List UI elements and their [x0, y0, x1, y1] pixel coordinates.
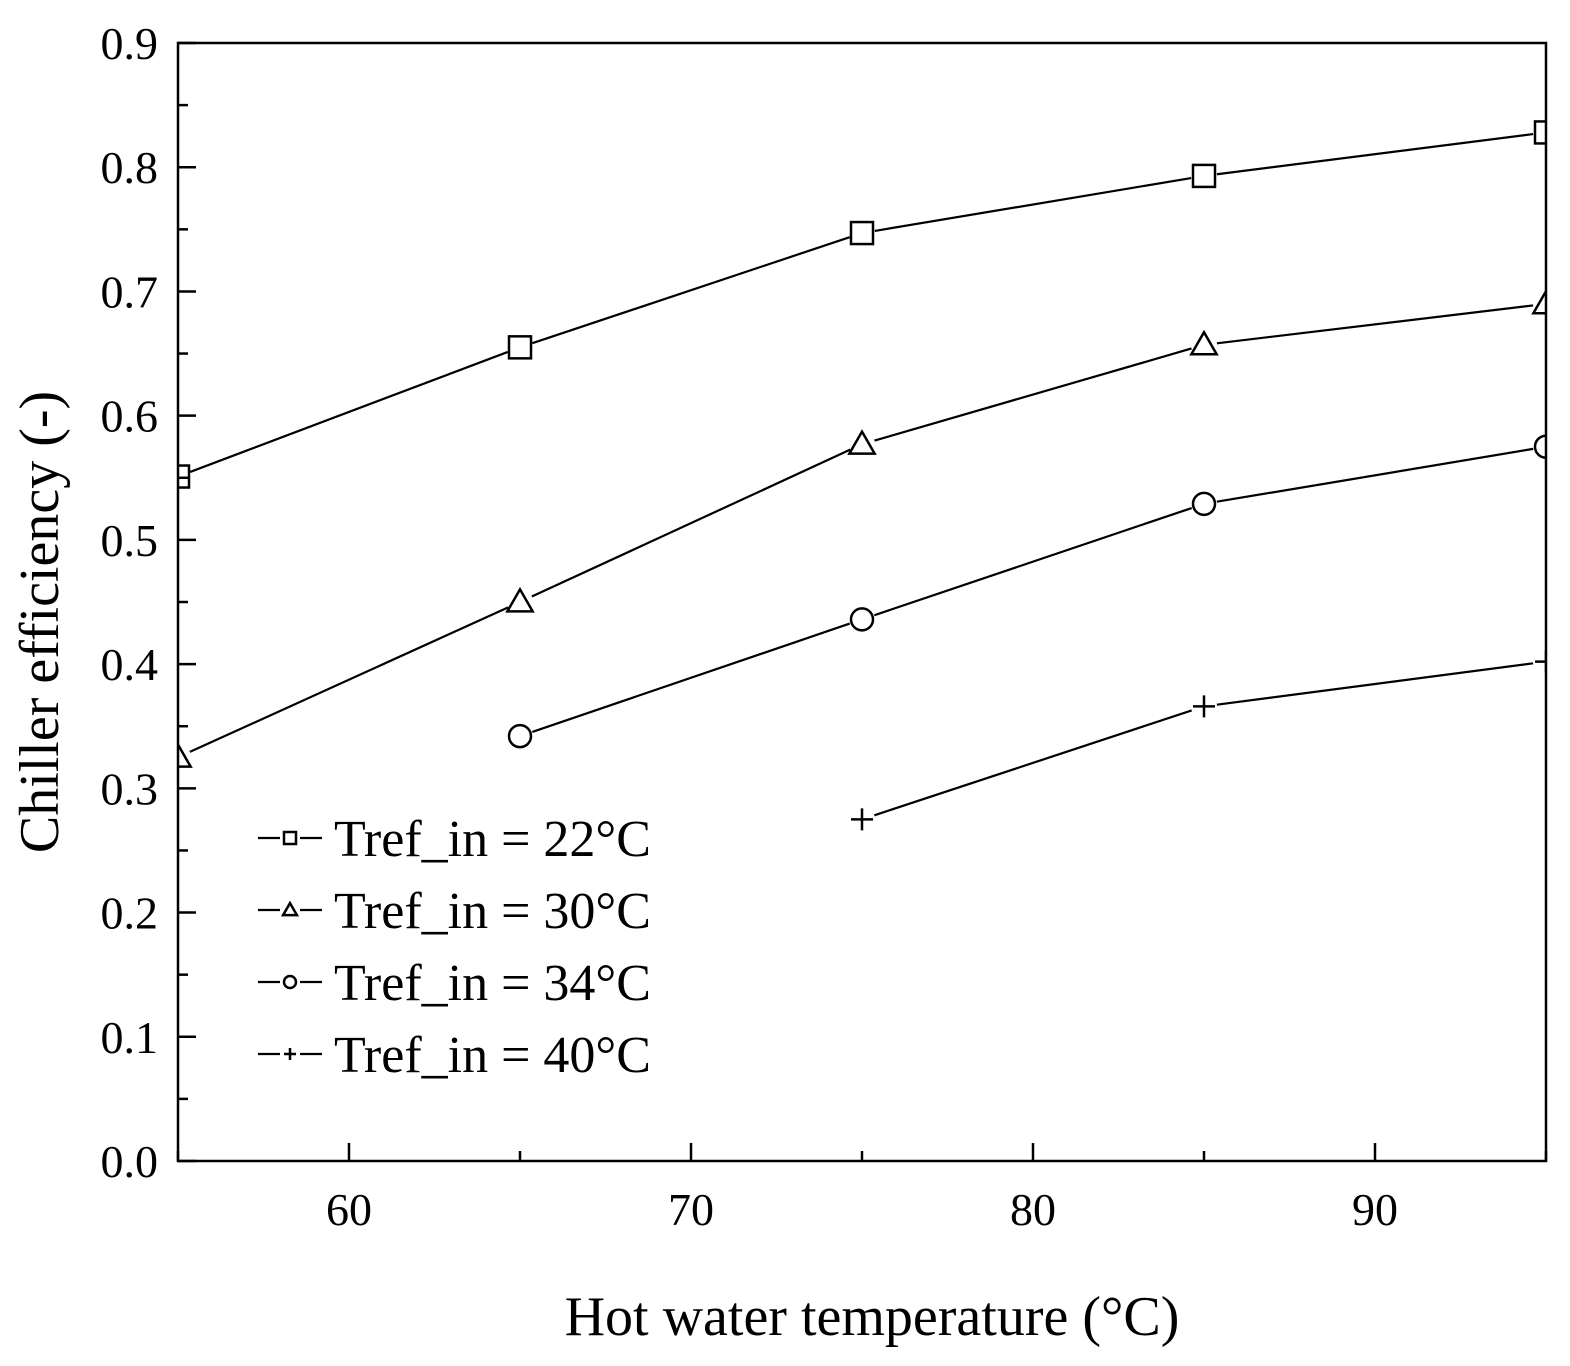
y-tick-label: 0.8: [101, 142, 159, 193]
legend-label: Tref_in = 40°C: [334, 1027, 651, 1084]
series-plus: [851, 650, 1546, 831]
data-point-circle: [507, 723, 533, 749]
data-point-triangle: [505, 586, 535, 613]
y-tick-label: 0.6: [101, 391, 159, 442]
y-tick-label: 0.2: [101, 888, 159, 939]
legend-label: Tref_in = 34°C: [334, 955, 651, 1012]
data-point-plus: [1193, 695, 1215, 718]
data-point-circle: [849, 607, 875, 632]
series-triangle: [178, 288, 1546, 768]
legend-item: Tref_in = 30°C: [258, 883, 651, 940]
legend-item: Tref_in = 34°C: [258, 955, 651, 1012]
data-point-triangle: [847, 429, 877, 455]
data-point-square: [507, 335, 533, 360]
series-line-segment: [873, 506, 1193, 617]
series-line-segment: [189, 606, 509, 753]
series-line-segment: [531, 448, 851, 598]
ticks-layer: 0.0 0.1 0.2 0.3 0.4 0.5 0.6 0.7 0.8 0.9 60 70 80 90: [101, 18, 1548, 1235]
x-tick-label: 70: [668, 1184, 714, 1235]
legend-label: Tref_in = 30°C: [334, 883, 651, 940]
series-circle: [507, 434, 1546, 749]
data-point-plus: [851, 808, 873, 831]
series-line-segment: [1216, 132, 1534, 176]
legend-item: Tref_in = 22°C: [258, 811, 651, 868]
series-line-segment: [531, 236, 851, 345]
series-line-segment: [873, 709, 1193, 817]
data-point-circle: [1191, 491, 1217, 517]
y-tick-label: 0.3: [101, 763, 159, 814]
series-line-segment: [874, 176, 1192, 233]
y-tick-label: 0.0: [101, 1136, 159, 1187]
legend-marker-square: [282, 830, 298, 846]
series-line-segment: [874, 347, 1192, 442]
y-tick-label: 0.7: [101, 266, 159, 317]
series-square: [178, 120, 1546, 489]
data-point-plus: [1535, 650, 1546, 673]
data-point-circle: [1533, 434, 1546, 459]
y-tick-label: 0.5: [101, 515, 159, 566]
series-line-segment: [1216, 304, 1534, 345]
y-axis-title: Chiller efficiency (-): [9, 391, 71, 853]
data-point-square: [849, 220, 875, 246]
series-line-segment: [531, 622, 851, 734]
x-tick-label: 90: [1352, 1184, 1398, 1235]
x-tick-label: 60: [326, 1184, 372, 1235]
legend-marker-circle: [282, 974, 298, 990]
data-point-square: [1191, 163, 1217, 189]
data-point-triangle: [178, 742, 193, 768]
y-tick-label: 0.4: [101, 639, 159, 690]
data-point-triangle: [1189, 329, 1219, 356]
series-line-segment: [1216, 447, 1534, 503]
y-tick-label: 0.1: [101, 1012, 159, 1063]
y-tick-label: 0.9: [101, 18, 159, 69]
series-layer: [178, 120, 1546, 831]
data-point-triangle: [1531, 288, 1546, 315]
data-point-square: [1533, 120, 1546, 145]
legend-marker-triangle: [280, 900, 300, 917]
legend-marker-plus: [284, 1048, 296, 1060]
x-tick-label: 80: [1010, 1184, 1056, 1235]
series-line-segment: [189, 350, 509, 473]
x-axis-title: Hot water temperature (°C): [565, 1286, 1180, 1348]
series-line-segment: [1216, 662, 1534, 706]
legend: Tref_in = 22°C Tref_in = 30°C Tref_in = 34…: [258, 811, 651, 1084]
legend-item: Tref_in = 40°C: [258, 1027, 651, 1084]
legend-label: Tref_in = 22°C: [334, 811, 651, 868]
